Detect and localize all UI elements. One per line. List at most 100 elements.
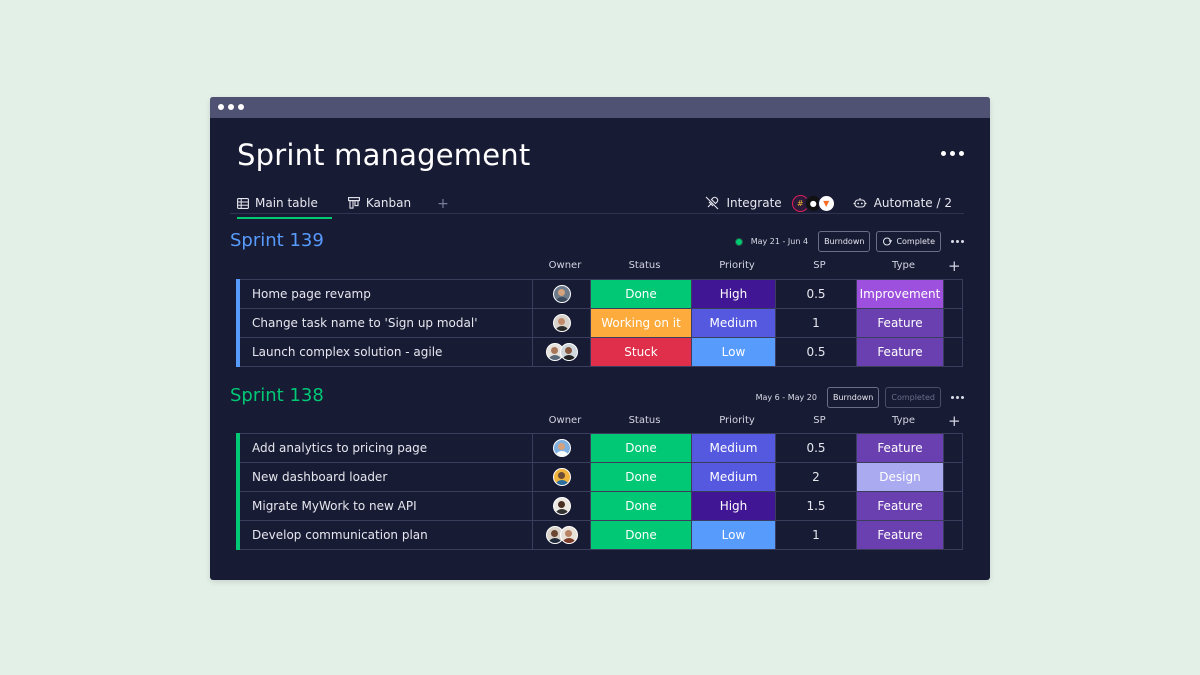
group-title[interactable]: Sprint 139 [230, 230, 324, 251]
avatar [559, 526, 578, 544]
integrate-label: Integrate [726, 196, 782, 210]
item-name[interactable]: Launch complex solution - agile [236, 338, 533, 366]
burndown-button[interactable]: Burndown [826, 387, 880, 408]
priority-cell[interactable]: Medium [692, 463, 776, 491]
type-cell[interactable]: Feature [857, 521, 944, 549]
owner-cell[interactable] [533, 309, 591, 337]
owner-cell[interactable] [533, 280, 591, 308]
burndown-button[interactable]: Burndown [818, 231, 871, 252]
table-row[interactable]: Home page revamp Done High 0.5 Improveme… [236, 279, 963, 309]
column-header-type[interactable]: Type [892, 415, 915, 426]
group-more-icon[interactable] [951, 240, 964, 243]
add-view-button[interactable]: + [437, 196, 449, 212]
table-row[interactable]: Add analytics to pricing page Done Mediu… [236, 433, 963, 463]
priority-cell[interactable]: Low [692, 338, 776, 366]
sp-cell[interactable]: 1 [776, 309, 857, 337]
sp-cell[interactable]: 1 [776, 521, 857, 549]
type-cell[interactable]: Feature [857, 492, 944, 520]
table-row[interactable]: New dashboard loader Done Medium 2 Desig… [236, 462, 963, 492]
row-end-cell [944, 280, 963, 308]
status-cell[interactable]: Done [591, 280, 692, 308]
add-column-button[interactable]: + [948, 257, 961, 275]
window-dot-icon[interactable] [218, 104, 224, 110]
item-name[interactable]: Home page revamp [236, 280, 533, 308]
avatar [559, 343, 578, 361]
status-cell[interactable]: Done [591, 434, 692, 462]
complete-sprint-button[interactable]: Complete [876, 231, 941, 252]
owner-cell[interactable] [533, 492, 591, 520]
window-dot-icon[interactable] [228, 104, 234, 110]
board-toolbar: Integrate # ● ▼ Automate / 2 [705, 192, 952, 214]
priority-cell[interactable]: High [692, 280, 776, 308]
column-header-sp[interactable]: SP [813, 415, 826, 426]
add-column-button[interactable]: + [948, 412, 961, 430]
tab-label: Kanban [365, 196, 412, 210]
gitlab-icon: ▼ [817, 194, 835, 212]
page-title: Sprint management [237, 138, 531, 172]
burndown-label: Burndown [824, 237, 865, 246]
group-more-icon[interactable] [951, 396, 964, 399]
status-cell[interactable]: Done [591, 492, 692, 520]
sp-cell[interactable]: 1.5 [776, 492, 857, 520]
item-name[interactable]: Add analytics to pricing page [236, 434, 533, 462]
status-cell[interactable]: Done [591, 521, 692, 549]
item-name[interactable]: Develop communication plan [236, 521, 533, 549]
status-cell[interactable]: Done [591, 463, 692, 491]
avatar [552, 285, 571, 303]
sp-cell[interactable]: 0.5 [776, 280, 857, 308]
type-cell[interactable]: Feature [857, 338, 944, 366]
column-header-owner[interactable]: Owner [548, 415, 582, 426]
group-color-bar [236, 433, 240, 463]
tab-kanban[interactable]: Kanban [347, 192, 412, 214]
integrate-button[interactable]: Integrate [705, 196, 782, 210]
app-window: Sprint management Main table Kanban + In… [210, 97, 990, 580]
priority-cell[interactable]: Low [692, 521, 776, 549]
column-header-owner[interactable]: Owner [548, 260, 582, 271]
completed-label: Completed [891, 393, 935, 402]
table-row[interactable]: Change task name to 'Sign up modal' Work… [236, 308, 963, 338]
sp-cell[interactable]: 0.5 [776, 434, 857, 462]
item-name[interactable]: Change task name to 'Sign up modal' [236, 309, 533, 337]
status-cell[interactable]: Working on it [591, 309, 692, 337]
owner-cell[interactable] [533, 434, 591, 462]
row-end-cell [944, 463, 963, 491]
priority-cell[interactable]: High [692, 492, 776, 520]
owner-cell[interactable] [533, 521, 591, 549]
type-cell[interactable]: Improvement [857, 280, 944, 308]
sp-cell[interactable]: 0.5 [776, 338, 857, 366]
column-header-type[interactable]: Type [892, 260, 915, 271]
sprint-table: Home page revamp Done High 0.5 Improveme… [236, 279, 963, 367]
type-cell[interactable]: Feature [857, 309, 944, 337]
priority-cell[interactable]: Medium [692, 434, 776, 462]
type-cell[interactable]: Feature [857, 434, 944, 462]
group-color-bar [236, 279, 240, 309]
column-header-priority[interactable]: Priority [719, 415, 755, 426]
item-name[interactable]: Migrate MyWork to new API [236, 492, 533, 520]
table-row[interactable]: Develop communication plan Done Low 1 Fe… [236, 520, 963, 550]
priority-cell[interactable]: Medium [692, 309, 776, 337]
group-title[interactable]: Sprint 138 [230, 385, 324, 406]
integrate-icon [706, 196, 719, 210]
status-dot-icon [734, 237, 743, 246]
item-name[interactable]: New dashboard loader [236, 463, 533, 491]
sprint-date-range: May 6 - May 20 [755, 393, 817, 402]
owner-cell[interactable] [533, 338, 591, 366]
automate-button[interactable]: Automate / 2 [853, 196, 952, 210]
column-header-status[interactable]: Status [628, 260, 661, 271]
column-header-status[interactable]: Status [628, 415, 661, 426]
table-icon [237, 197, 249, 209]
completed-sprint-button[interactable]: Completed [885, 387, 941, 408]
table-row[interactable]: Migrate MyWork to new API Done High 1.5 … [236, 491, 963, 521]
status-cell[interactable]: Stuck [591, 338, 692, 366]
window-dot-icon[interactable] [238, 104, 244, 110]
more-options-icon[interactable] [941, 151, 964, 156]
sprint-table: Add analytics to pricing page Done Mediu… [236, 433, 963, 550]
automate-label: Automate / 2 [873, 196, 952, 210]
sp-cell[interactable]: 2 [776, 463, 857, 491]
tab-main-table[interactable]: Main table [237, 192, 332, 219]
column-header-priority[interactable]: Priority [719, 260, 755, 271]
type-cell[interactable]: Design [857, 463, 944, 491]
column-header-sp[interactable]: SP [813, 260, 826, 271]
table-row[interactable]: Launch complex solution - agile Stuck Lo… [236, 337, 963, 367]
owner-cell[interactable] [533, 463, 591, 491]
